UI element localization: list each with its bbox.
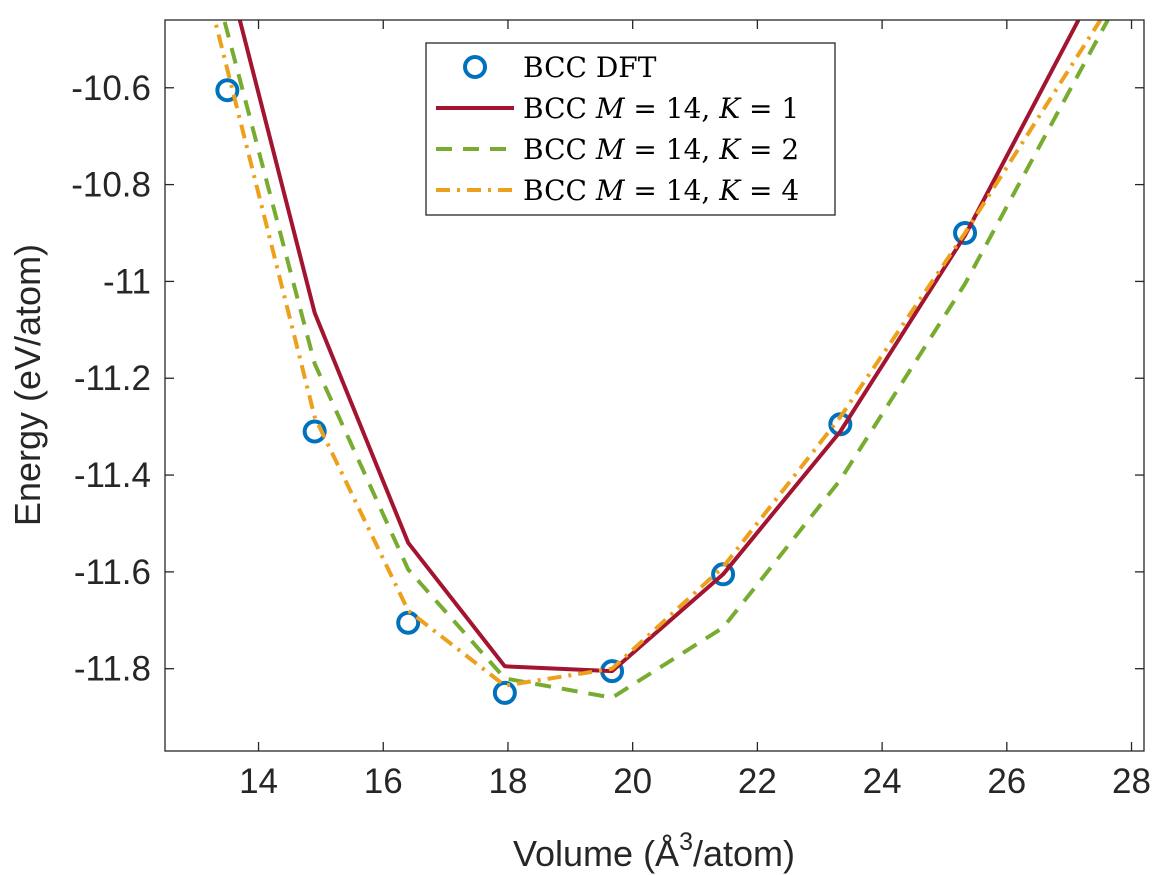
y-tick-label: -11 [103,262,151,301]
x-axis-label: Volume (Å3/atom) [513,828,795,874]
series-line-dashdot [212,20,1103,688]
legend-entry-label: BCC DFT [523,51,657,84]
dft-marker [215,78,240,103]
x-tick-label: 22 [738,762,777,801]
legend-entry-label: BCC M = 14, K = 1 [523,92,799,125]
y-tick-label: -10.6 [71,69,151,108]
y-tick-label: -11.8 [74,650,151,689]
series-line-dashed [222,20,1110,700]
x-tick-label: 18 [488,762,527,801]
series-layer [212,20,1110,705]
y-tick-label: -11.4 [74,456,151,495]
legend-entry-label: BCC M = 14, K = 4 [523,174,799,207]
legend-box [425,42,836,216]
dft-marker [302,419,327,444]
x-tick-label: 14 [239,762,278,801]
legend-swatch-marker [463,55,487,79]
plot-frame [164,19,1145,752]
x-tick-label: 16 [364,762,403,801]
x-axis-label-sup: 3 [679,828,693,856]
legend: BCC DFT BCC M = 14, K = 1 BCC M = 14, K = … [425,42,836,216]
y-tick-label: -11.2 [74,359,151,398]
dft-marker [953,221,978,246]
x-tick-label: 24 [863,762,902,801]
y-tick-label: -10.8 [71,166,151,205]
dft-marker [492,680,517,705]
legend-entry-label: BCC M = 14, K = 2 [523,133,799,166]
y-axis-label: Energy (eV/atom) [7,244,48,526]
x-tick-label: 28 [1112,762,1151,801]
series-line-solid [237,20,1081,674]
x-tick-label: 26 [987,762,1026,801]
ticks-layer: 14 16 18 20 22 24 26 28 -10.6 -10.8 -11 -11.2 -11.4 -… [71,20,1151,801]
x-tick-label: 20 [613,762,652,801]
y-tick-label: -11.6 [74,553,151,592]
